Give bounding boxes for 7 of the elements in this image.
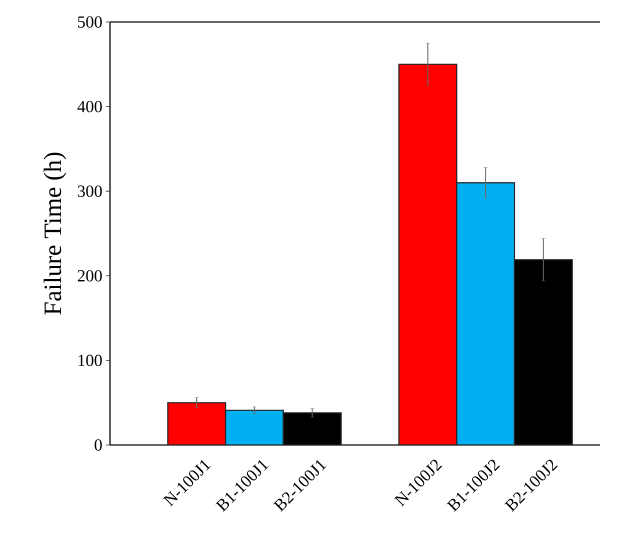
y-tick-label: 300 — [78, 185, 102, 197]
y-tick-label: 400 — [77, 100, 102, 112]
y-tick-label: 100 — [78, 354, 102, 366]
y-tick-label: 200 — [78, 270, 102, 282]
y-tick-label: 500 — [78, 16, 102, 28]
y-axis-title: Failure Time (h) — [44, 152, 66, 315]
y-tick-label: 0 — [94, 439, 102, 451]
